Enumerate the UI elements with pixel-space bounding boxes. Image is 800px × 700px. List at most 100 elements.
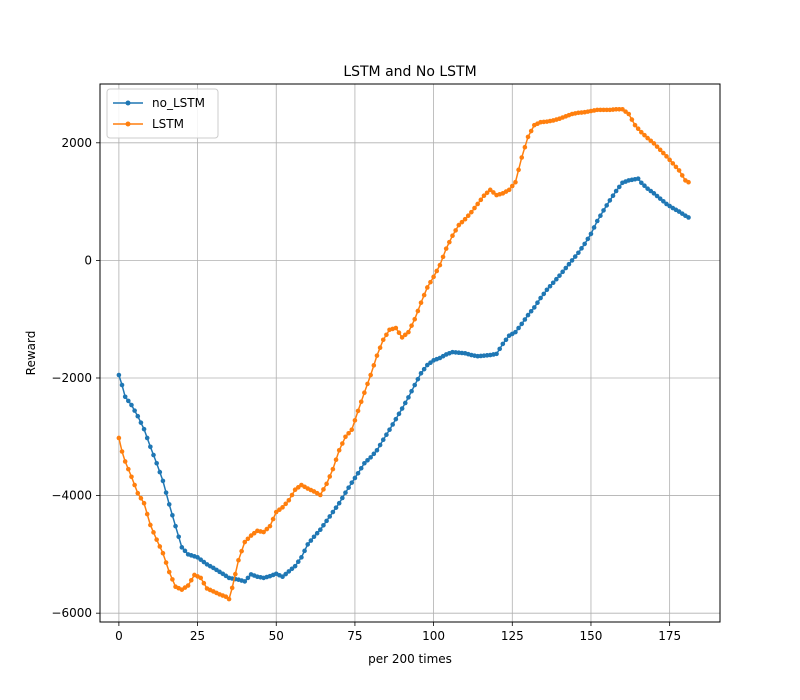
data-point-no-lstm bbox=[642, 183, 647, 189]
data-point-lstm bbox=[393, 325, 399, 331]
data-point-lstm bbox=[406, 329, 411, 335]
data-point-lstm bbox=[166, 569, 172, 575]
data-point-no-lstm bbox=[651, 191, 657, 196]
data-point-no-lstm bbox=[371, 451, 377, 457]
x-tick-label: 150 bbox=[580, 629, 603, 643]
data-point-lstm bbox=[321, 487, 326, 492]
data-point-lstm bbox=[434, 268, 440, 274]
data-point-no-lstm bbox=[645, 186, 650, 191]
data-point-lstm bbox=[163, 560, 169, 565]
data-point-no-lstm bbox=[242, 579, 248, 584]
y-tick-label: 2000 bbox=[61, 136, 92, 150]
data-point-lstm bbox=[440, 254, 446, 260]
data-point-lstm bbox=[484, 190, 490, 196]
legend-box bbox=[106, 88, 219, 139]
data-point-lstm bbox=[160, 550, 166, 556]
data-point-lstm bbox=[412, 316, 418, 322]
data-point-lstm bbox=[365, 381, 370, 387]
data-point-lstm bbox=[289, 492, 295, 498]
data-point-no-lstm bbox=[550, 280, 556, 286]
data-point-no-lstm bbox=[409, 388, 414, 394]
data-point-lstm bbox=[377, 345, 383, 351]
x-tick-label: 100 bbox=[422, 629, 445, 643]
data-point-lstm bbox=[443, 246, 449, 251]
data-point-lstm bbox=[396, 330, 402, 336]
data-point-no-lstm bbox=[198, 557, 204, 562]
x-tick-label: 125 bbox=[501, 629, 524, 643]
y-tick-label: −6000 bbox=[51, 606, 92, 620]
data-point-no-lstm bbox=[428, 360, 433, 366]
data-point-lstm bbox=[623, 109, 628, 114]
data-point-lstm bbox=[223, 594, 229, 600]
data-point-lstm bbox=[620, 106, 625, 112]
data-point-lstm bbox=[198, 575, 204, 581]
data-point-lstm bbox=[450, 233, 455, 238]
x-tick-label: 25 bbox=[190, 629, 205, 643]
data-point-lstm bbox=[185, 583, 191, 588]
data-point-lstm bbox=[462, 216, 468, 222]
data-point-no-lstm bbox=[195, 555, 200, 560]
data-point-lstm bbox=[402, 332, 408, 338]
data-point-lstm bbox=[613, 106, 619, 112]
data-point-no-lstm bbox=[283, 571, 288, 577]
data-point-lstm bbox=[506, 187, 512, 193]
data-point-lstm bbox=[629, 117, 635, 122]
data-point-no-lstm bbox=[387, 427, 392, 433]
data-point-lstm bbox=[242, 539, 248, 545]
data-point-lstm bbox=[358, 399, 364, 405]
data-point-no-lstm bbox=[535, 300, 540, 306]
data-point-lstm bbox=[170, 577, 175, 582]
data-point-no-lstm bbox=[415, 376, 421, 382]
y-tick-label: −4000 bbox=[51, 489, 92, 503]
data-point-lstm bbox=[679, 173, 685, 178]
data-point-no-lstm bbox=[340, 495, 345, 501]
data-point-no-lstm bbox=[635, 176, 641, 181]
data-point-lstm bbox=[295, 485, 301, 490]
data-point-no-lstm bbox=[563, 265, 569, 271]
data-point-lstm bbox=[654, 144, 660, 149]
legend-marker-no-lstm bbox=[125, 100, 131, 106]
data-point-lstm bbox=[138, 495, 144, 501]
data-point-lstm bbox=[346, 430, 351, 436]
data-point-no-lstm bbox=[686, 215, 691, 220]
legend-marker-lstm bbox=[125, 121, 131, 127]
data-point-no-lstm bbox=[569, 258, 575, 263]
data-point-no-lstm bbox=[525, 312, 531, 318]
data-point-no-lstm bbox=[374, 448, 380, 453]
data-point-lstm bbox=[418, 300, 424, 306]
data-point-no-lstm bbox=[352, 475, 358, 481]
data-point-lstm bbox=[248, 533, 254, 538]
data-point-no-lstm bbox=[349, 480, 355, 485]
data-point-lstm bbox=[626, 111, 632, 117]
data-point-no-lstm bbox=[333, 505, 339, 510]
data-point-no-lstm bbox=[170, 512, 175, 518]
data-point-no-lstm bbox=[528, 308, 534, 314]
data-point-no-lstm bbox=[160, 478, 166, 484]
data-point-lstm bbox=[465, 213, 471, 219]
data-point-no-lstm bbox=[336, 500, 342, 506]
data-point-no-lstm bbox=[119, 382, 125, 388]
data-point-no-lstm bbox=[582, 241, 587, 247]
data-point-no-lstm bbox=[377, 442, 383, 448]
data-point-no-lstm bbox=[311, 534, 317, 540]
data-point-lstm bbox=[330, 466, 336, 472]
data-point-no-lstm bbox=[365, 458, 370, 463]
data-point-no-lstm bbox=[639, 180, 644, 186]
series-no-lstm bbox=[116, 176, 691, 584]
x-tick-label: 75 bbox=[347, 629, 362, 643]
data-point-no-lstm bbox=[557, 273, 562, 278]
data-point-lstm bbox=[425, 285, 430, 290]
x-tick-label: 0 bbox=[115, 629, 123, 643]
data-point-no-lstm bbox=[532, 305, 537, 310]
data-point-no-lstm bbox=[393, 416, 399, 422]
data-point-lstm bbox=[632, 122, 638, 128]
data-point-no-lstm bbox=[327, 514, 333, 519]
data-point-lstm bbox=[371, 363, 377, 368]
data-point-lstm bbox=[516, 167, 521, 173]
data-point-no-lstm bbox=[598, 213, 603, 219]
data-point-no-lstm bbox=[503, 337, 509, 343]
data-point-no-lstm bbox=[497, 346, 503, 352]
data-point-lstm bbox=[283, 501, 288, 507]
data-point-lstm bbox=[154, 537, 159, 542]
data-point-no-lstm bbox=[151, 452, 156, 458]
